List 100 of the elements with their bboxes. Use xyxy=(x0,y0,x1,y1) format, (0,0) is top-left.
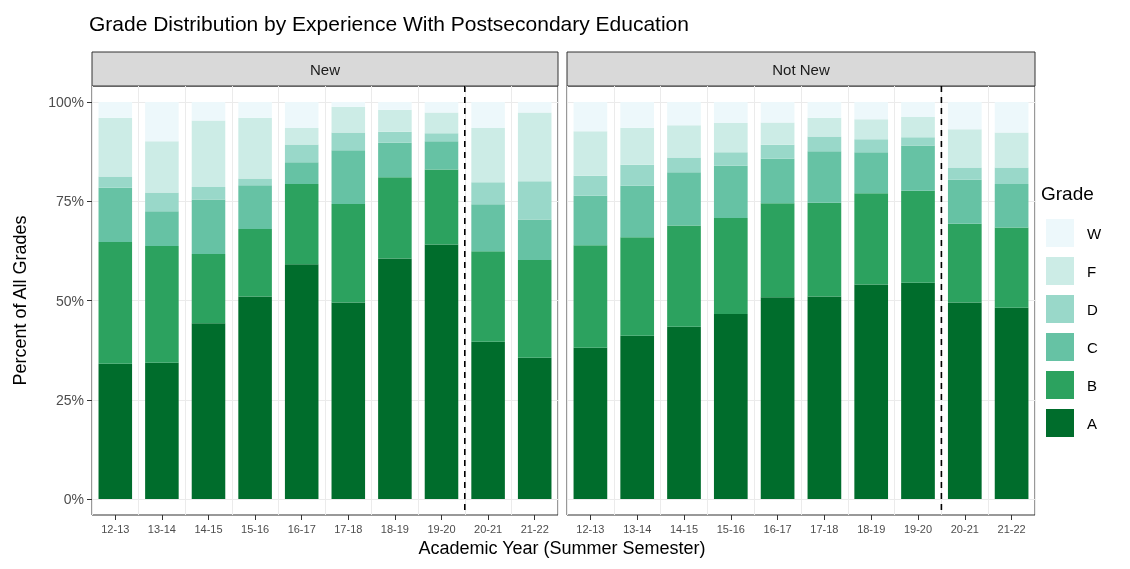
bar xyxy=(378,101,412,110)
bar xyxy=(331,106,366,133)
bar xyxy=(667,101,701,126)
bar xyxy=(994,307,1029,500)
x-tick-label: 17-18 xyxy=(810,522,839,535)
bar xyxy=(331,302,366,500)
bar xyxy=(471,341,505,500)
bar xyxy=(145,246,179,363)
bar xyxy=(517,259,552,358)
bar xyxy=(98,176,133,188)
bar xyxy=(807,202,842,297)
bar xyxy=(191,199,226,255)
bar xyxy=(98,242,133,364)
bar xyxy=(620,101,655,128)
x-tick-label: 16-17 xyxy=(763,522,792,535)
bar xyxy=(98,101,133,118)
bar xyxy=(620,185,655,238)
bar xyxy=(424,141,459,170)
bar xyxy=(807,296,842,500)
bar xyxy=(517,219,552,260)
bar xyxy=(854,284,889,500)
bar xyxy=(947,129,982,168)
bar xyxy=(517,181,552,220)
bar xyxy=(145,211,179,247)
bar xyxy=(331,132,366,151)
bar xyxy=(284,144,319,163)
bar xyxy=(807,117,842,137)
bar xyxy=(901,190,935,283)
bar xyxy=(145,141,179,193)
bar xyxy=(901,282,935,500)
bar xyxy=(620,335,655,500)
y-axis-title: Percent of All Grades xyxy=(10,215,30,386)
bar xyxy=(947,179,982,224)
x-tick-label: 19-20 xyxy=(903,522,933,535)
x-tick-label: 14-15 xyxy=(194,522,223,535)
bar xyxy=(378,142,412,178)
bar xyxy=(378,258,412,500)
bar xyxy=(98,187,133,243)
bar xyxy=(947,167,982,180)
chart-subtitle: Not New xyxy=(772,60,830,78)
legend-label: B xyxy=(1087,376,1098,394)
bar xyxy=(145,101,179,142)
bar xyxy=(191,120,226,187)
bar xyxy=(994,184,1029,228)
bar xyxy=(854,193,889,285)
bar xyxy=(573,245,608,348)
x-tick-label: 12-13 xyxy=(576,522,605,535)
bar xyxy=(191,254,226,324)
bar xyxy=(994,227,1029,308)
bar xyxy=(901,116,935,138)
bar xyxy=(667,157,701,173)
bar xyxy=(901,145,935,191)
bar xyxy=(713,122,748,153)
x-tick-label: 16-17 xyxy=(287,522,316,535)
chart-subtitle: New xyxy=(309,60,341,78)
bar xyxy=(471,204,505,252)
legend-label: C xyxy=(1087,338,1098,356)
bar xyxy=(760,101,795,123)
bar xyxy=(238,117,272,179)
bar xyxy=(378,177,412,259)
bar xyxy=(191,186,226,200)
y-tick-label: 25% xyxy=(55,391,84,408)
bar xyxy=(854,152,889,194)
bar xyxy=(145,192,179,212)
bar xyxy=(667,125,701,158)
bar xyxy=(284,128,319,145)
x-tick-label: 12-13 xyxy=(101,522,130,535)
bar xyxy=(331,150,366,204)
bar xyxy=(807,101,842,118)
x-tick-label: 17-18 xyxy=(334,522,363,535)
bar xyxy=(238,229,272,297)
bar xyxy=(517,101,552,113)
bar xyxy=(994,167,1029,185)
bar xyxy=(573,175,608,196)
x-tick-label: 13-14 xyxy=(147,522,176,535)
bar xyxy=(901,137,935,146)
x-tick-label: 13-14 xyxy=(623,522,652,535)
bar xyxy=(517,112,552,182)
bar xyxy=(424,101,459,113)
bar xyxy=(713,101,748,123)
legend-label: A xyxy=(1087,414,1098,432)
bar xyxy=(424,133,459,142)
bar xyxy=(947,101,982,130)
bar xyxy=(713,152,748,166)
bar xyxy=(191,323,226,500)
bar xyxy=(284,264,319,500)
bar xyxy=(620,127,655,165)
bar xyxy=(331,101,366,107)
bar xyxy=(667,326,701,500)
bar xyxy=(667,172,701,226)
bar xyxy=(471,128,505,183)
bar xyxy=(573,195,608,246)
legend-title: Grade xyxy=(1041,183,1094,204)
legend-label: W xyxy=(1087,224,1102,242)
bar xyxy=(238,296,272,500)
bar xyxy=(807,136,842,152)
bar xyxy=(98,363,133,500)
x-tick-label: 20-21 xyxy=(474,522,503,535)
bar xyxy=(378,131,412,143)
bar xyxy=(854,139,889,153)
